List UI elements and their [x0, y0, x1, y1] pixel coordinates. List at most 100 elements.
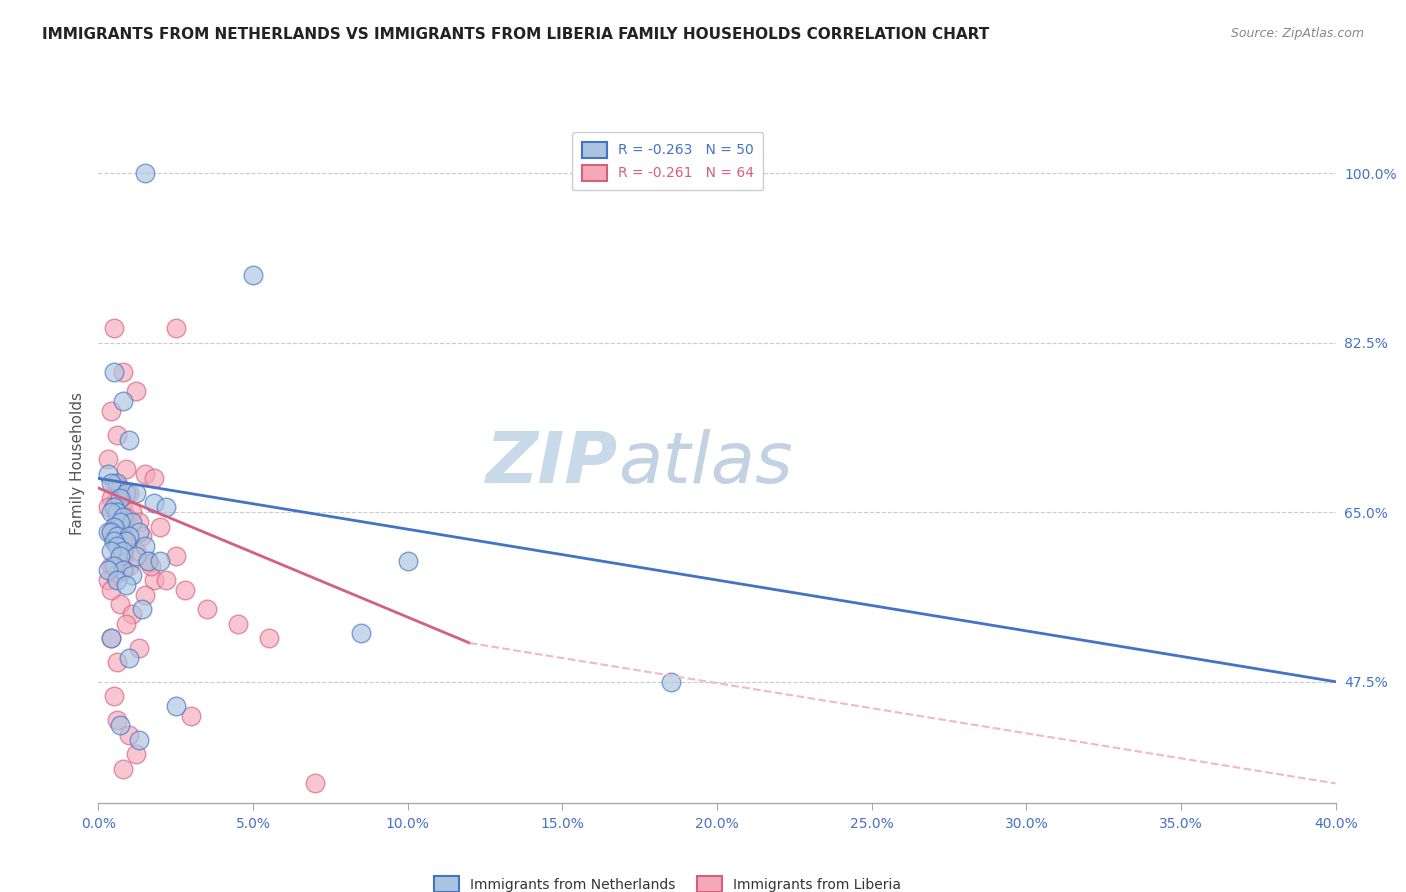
Point	[121, 505, 143, 519]
Point	[100, 631, 122, 645]
Point	[105, 427, 128, 442]
Point	[105, 529, 128, 543]
Point	[180, 708, 202, 723]
Point	[108, 549, 131, 563]
Point	[118, 650, 141, 665]
Point	[105, 491, 128, 505]
Point	[105, 505, 128, 519]
Point	[112, 393, 135, 408]
Point	[124, 549, 146, 563]
Point	[134, 539, 156, 553]
Point	[128, 640, 150, 655]
Point	[128, 732, 150, 747]
Point	[108, 515, 131, 529]
Point	[195, 602, 218, 616]
Point	[105, 510, 128, 524]
Legend: Immigrants from Netherlands, Immigrants from Liberia: Immigrants from Netherlands, Immigrants …	[429, 871, 907, 892]
Point	[105, 524, 128, 539]
Point	[112, 529, 135, 543]
Point	[108, 481, 131, 495]
Point	[100, 558, 122, 573]
Point	[174, 582, 197, 597]
Point	[115, 510, 138, 524]
Point	[97, 573, 120, 587]
Point	[131, 529, 153, 543]
Point	[115, 578, 138, 592]
Point	[143, 495, 166, 509]
Point	[103, 534, 125, 549]
Point	[128, 515, 150, 529]
Point	[112, 563, 135, 577]
Point	[97, 563, 120, 577]
Point	[100, 491, 122, 505]
Point	[105, 539, 128, 553]
Point	[165, 321, 187, 335]
Point	[100, 582, 122, 597]
Point	[100, 544, 122, 558]
Point	[105, 534, 128, 549]
Point	[103, 476, 125, 491]
Point	[257, 631, 280, 645]
Point	[118, 433, 141, 447]
Point	[100, 505, 122, 519]
Point	[155, 500, 177, 515]
Point	[136, 554, 159, 568]
Point	[103, 534, 125, 549]
Point	[103, 529, 125, 543]
Point	[105, 656, 128, 670]
Point	[118, 728, 141, 742]
Point	[100, 631, 122, 645]
Point	[108, 718, 131, 732]
Point	[112, 549, 135, 563]
Point	[124, 747, 146, 762]
Point	[103, 520, 125, 534]
Point	[139, 558, 162, 573]
Text: atlas: atlas	[619, 429, 793, 499]
Point	[396, 554, 419, 568]
Point	[226, 616, 249, 631]
Point	[115, 616, 138, 631]
Point	[118, 558, 141, 573]
Point	[108, 597, 131, 611]
Point	[143, 471, 166, 485]
Point	[124, 384, 146, 399]
Point	[124, 486, 146, 500]
Point	[165, 549, 187, 563]
Point	[105, 573, 128, 587]
Point	[103, 568, 125, 582]
Point	[103, 558, 125, 573]
Point	[103, 690, 125, 704]
Point	[350, 626, 373, 640]
Text: ZIP: ZIP	[486, 429, 619, 499]
Point	[121, 607, 143, 621]
Point	[100, 476, 122, 491]
Point	[115, 534, 138, 549]
Point	[118, 486, 141, 500]
Point	[100, 403, 122, 417]
Point	[115, 461, 138, 475]
Point	[124, 544, 146, 558]
Point	[105, 476, 128, 491]
Point	[121, 568, 143, 582]
Point	[121, 515, 143, 529]
Point	[100, 524, 122, 539]
Point	[149, 554, 172, 568]
Point	[242, 268, 264, 282]
Point	[103, 365, 125, 379]
Point	[100, 524, 122, 539]
Point	[112, 365, 135, 379]
Point	[103, 500, 125, 515]
Point	[659, 674, 682, 689]
Text: Source: ZipAtlas.com: Source: ZipAtlas.com	[1230, 27, 1364, 40]
Point	[136, 554, 159, 568]
Point	[97, 524, 120, 539]
Point	[112, 495, 135, 509]
Point	[112, 762, 135, 776]
Point	[108, 549, 131, 563]
Point	[103, 500, 125, 515]
Point	[115, 486, 138, 500]
Point	[118, 529, 141, 543]
Point	[112, 510, 135, 524]
Point	[112, 563, 135, 577]
Point	[115, 539, 138, 553]
